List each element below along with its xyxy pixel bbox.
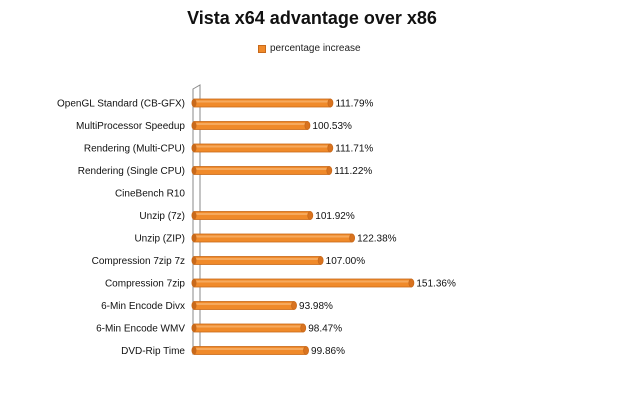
bar-end-cap <box>291 301 297 310</box>
bar <box>193 166 330 175</box>
category-label: Unzip (7z) <box>139 211 185 222</box>
bar <box>193 323 304 333</box>
category-label: 6-Min Encode WMV <box>96 324 185 335</box>
bar-start-cap <box>191 301 197 310</box>
bar-highlight <box>196 123 306 125</box>
bar <box>193 278 412 288</box>
bar-end-cap <box>304 121 311 130</box>
bar-start-cap <box>191 211 197 220</box>
bar-highlight <box>196 280 410 283</box>
category-label: Rendering (Single CPU) <box>78 166 185 177</box>
bar <box>193 233 353 243</box>
bar-highlight <box>196 168 328 170</box>
bar-end-cap <box>326 166 333 175</box>
bar <box>193 98 331 108</box>
bar-start-cap <box>191 279 197 287</box>
chart-legend: percentage increase <box>258 43 361 54</box>
bar-end-cap <box>349 233 356 243</box>
bar-end-cap <box>307 211 314 220</box>
bar-highlight <box>196 213 309 215</box>
bar <box>193 256 322 265</box>
category-label: Unzip (ZIP) <box>134 234 185 245</box>
bar-highlight <box>196 348 305 350</box>
bar <box>193 211 311 220</box>
bar-highlight <box>196 258 319 260</box>
category-label: Compression 7zip 7z <box>92 256 185 267</box>
legend-label: percentage increase <box>270 43 361 54</box>
bar-start-cap <box>191 166 197 175</box>
bar-start-cap <box>191 324 197 332</box>
value-label: 107.00% <box>326 256 366 267</box>
category-label: Compression 7zip <box>105 279 185 290</box>
bar-highlight <box>196 100 329 103</box>
bar-highlight <box>196 235 351 238</box>
value-label: 98.47% <box>308 324 342 335</box>
value-label: 100.53% <box>312 121 352 132</box>
bar-start-cap <box>191 256 197 265</box>
value-label: 99.86% <box>311 346 345 357</box>
bar-start-cap <box>191 99 197 107</box>
bar-end-cap <box>317 256 324 265</box>
category-label: MultiProcessor Speedup <box>76 121 185 132</box>
bar-start-cap <box>191 121 197 130</box>
bar-highlight <box>196 303 293 305</box>
bar-start-cap <box>191 144 197 152</box>
value-label: 111.22% <box>334 166 372 177</box>
bar <box>193 301 295 310</box>
category-label: OpenGL Standard (CB-GFX) <box>57 99 185 110</box>
value-label: 101.92% <box>315 211 355 222</box>
category-label: CineBench R10 <box>115 189 185 200</box>
bar-highlight <box>196 145 329 148</box>
bar-start-cap <box>191 234 197 242</box>
bar-end-cap <box>408 278 415 288</box>
bar <box>193 143 331 153</box>
value-label: 111.71% <box>335 144 373 155</box>
bar-highlight <box>196 325 302 328</box>
value-label: 151.36% <box>416 279 456 290</box>
bar-end-cap <box>300 323 307 333</box>
bar <box>193 121 308 130</box>
bar-end-cap <box>327 98 334 108</box>
category-label: DVD-Rip Time <box>121 346 185 357</box>
bar-end-cap <box>303 346 309 355</box>
value-label: 122.38% <box>357 234 397 245</box>
chart-title: Vista x64 advantage over x86 <box>187 8 437 28</box>
bar-start-cap <box>191 346 197 355</box>
value-label: 111.79% <box>335 99 373 110</box>
category-label: Rendering (Multi-CPU) <box>84 144 185 155</box>
bar-end-cap <box>327 143 334 153</box>
bar <box>193 346 307 355</box>
value-label: 93.98% <box>299 301 333 312</box>
category-label: 6-Min Encode Divx <box>101 301 185 312</box>
legend-swatch <box>258 44 266 53</box>
